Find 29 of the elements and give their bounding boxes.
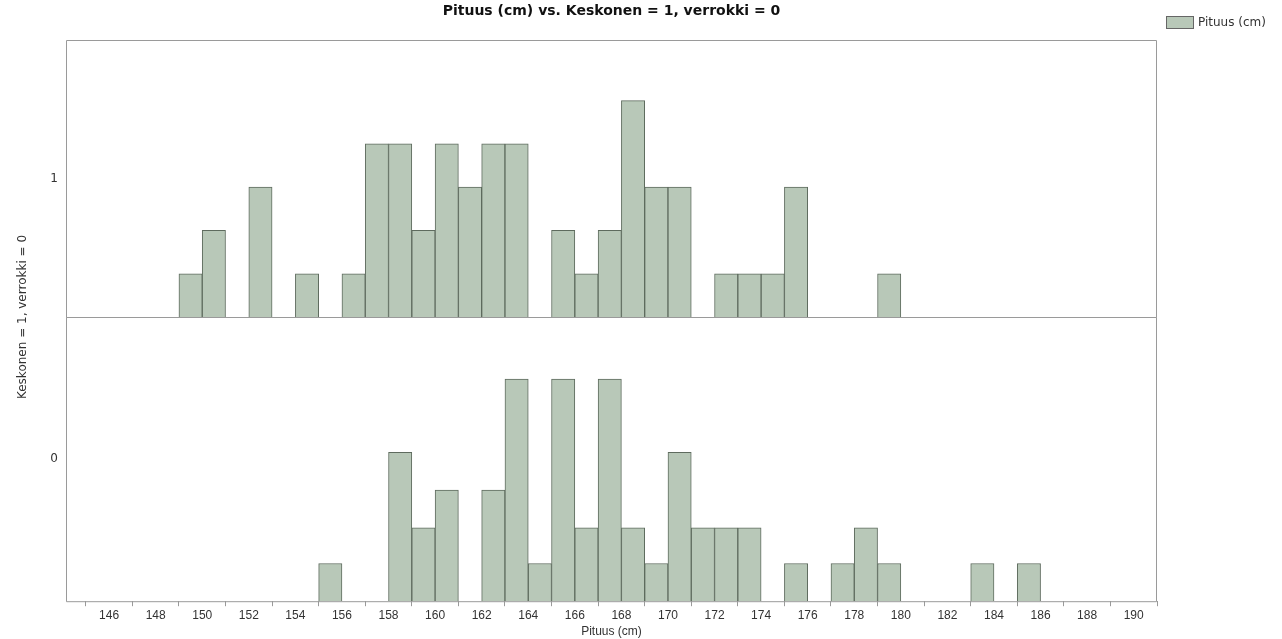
- x-tick-label: 146: [99, 607, 120, 622]
- x-tick-label: 180: [890, 607, 912, 622]
- x-tick-label: 148: [145, 607, 166, 622]
- text: 0: [50, 451, 58, 466]
- x-tick-label: 178: [844, 607, 865, 622]
- x-tick-label: 152: [238, 607, 260, 622]
- x-axis-title: Pituus (cm): [581, 624, 642, 639]
- x-tick-label: 186: [1030, 607, 1051, 622]
- legend-label: Pituus (cm): [1198, 15, 1266, 29]
- x-tick-label: 162: [471, 607, 493, 622]
- x-tick-label: 164: [518, 607, 539, 622]
- x-tick-label: 154: [285, 607, 306, 622]
- x-tick-label: 188: [1077, 607, 1098, 622]
- text: 1: [50, 170, 58, 185]
- x-tick-label: 166: [564, 607, 586, 622]
- x-tick-label: 156: [331, 607, 353, 622]
- x-tick-label: 158: [378, 607, 399, 622]
- x-tick-label: 172: [704, 607, 725, 622]
- x-tick-label: 150: [192, 607, 213, 622]
- x-tick-label: 190: [1123, 607, 1145, 622]
- x-tick-label: 170: [657, 607, 679, 622]
- x-tick-label: 184: [983, 607, 1005, 622]
- chart-title: Pituus (cm) vs. Keskonen = 1, verrokki = 0: [441, 2, 782, 18]
- x-tick-label: 182: [937, 607, 958, 622]
- x-tick-label: 176: [797, 607, 819, 622]
- x-tick-label: 160: [425, 607, 446, 622]
- y-axis-title: Keskonen = 1, verrokki = 0: [15, 234, 29, 400]
- x-tick-label: 174: [751, 607, 772, 622]
- x-tick-label: 168: [611, 607, 632, 622]
